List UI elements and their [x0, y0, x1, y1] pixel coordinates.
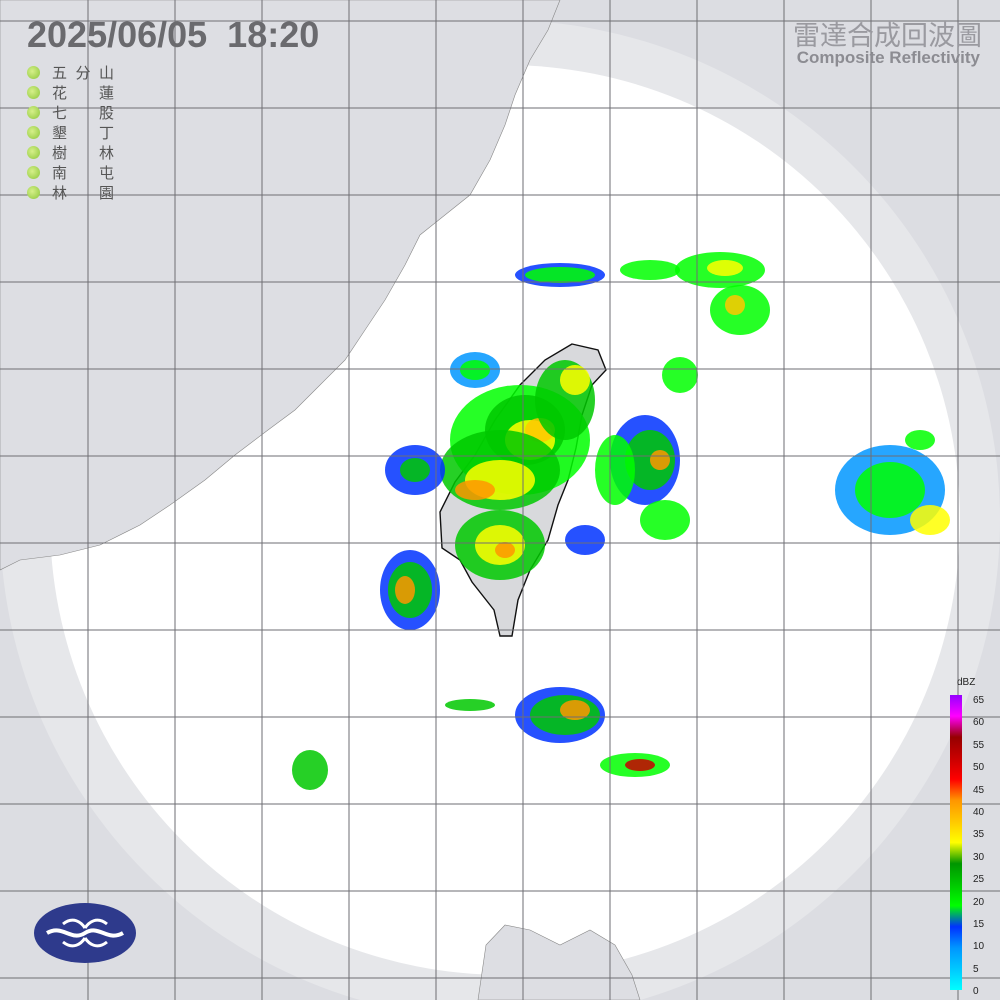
station-name: 墾丁 [52, 123, 114, 142]
echo-cell [565, 525, 605, 555]
china-coast [0, 0, 561, 571]
radar-station: 林園 [27, 182, 114, 202]
radar-station: 墾丁 [27, 122, 114, 142]
cwa-logo [34, 903, 136, 963]
luzon-coast [477, 924, 641, 1000]
colorbar-label: 45 [973, 784, 985, 796]
radar-station: 七股 [27, 102, 114, 122]
colorbar-label: 25 [973, 874, 985, 886]
colorbar-label: 0 [973, 986, 979, 998]
colorbar-label: 30 [973, 851, 985, 863]
echo-cell [292, 750, 328, 790]
timestamp: 2025/06/05 18:20 [27, 14, 320, 55]
colorbar-label: 35 [973, 829, 985, 841]
echo-cell [620, 260, 680, 280]
colorbar-label: 40 [973, 807, 985, 818]
echo-cell [725, 295, 745, 315]
echo-cell [625, 759, 655, 771]
colorbar [950, 695, 962, 990]
title-english: Composite Reflectivity [796, 48, 980, 67]
echo-cell [905, 430, 935, 450]
station-name: 林園 [52, 183, 114, 202]
radar-station-list: 五分山花蓮七股墾丁樹林南屯林園 [27, 62, 114, 202]
echo-cell [395, 576, 415, 604]
station-status-icon [27, 145, 40, 159]
radar-station: 花蓮 [27, 82, 114, 102]
colorbar-label: 20 [973, 896, 985, 908]
colorbar-label: 60 [973, 717, 985, 729]
station-name: 花蓮 [52, 83, 114, 102]
echo-cell [460, 360, 490, 380]
echo-cell [495, 542, 515, 558]
station-status-icon [27, 125, 40, 139]
echo-cell [855, 462, 925, 518]
title-chinese: 雷達合成回波圖 [793, 21, 982, 52]
colorbar-label: 10 [973, 941, 985, 953]
colorbar-label: 5 [973, 963, 979, 975]
station-status-icon [27, 165, 40, 179]
station-status-icon [27, 65, 40, 79]
echo-cell [400, 458, 430, 482]
station-name: 南屯 [52, 163, 114, 182]
station-name: 樹林 [52, 143, 114, 162]
station-status-icon [27, 85, 40, 99]
echo-cell [662, 357, 698, 393]
colorbar-label: 50 [973, 762, 985, 774]
station-status-icon [27, 105, 40, 119]
radar-station: 五分山 [27, 62, 114, 82]
echo-cell [910, 505, 950, 535]
colorbar-label: 55 [973, 739, 985, 751]
echo-cell [560, 365, 590, 395]
radar-station: 南屯 [27, 162, 114, 182]
colorbar-label: 65 [973, 695, 985, 706]
station-status-icon [27, 185, 40, 199]
colorbar-unit: dBZ [957, 677, 976, 688]
echo-cell [595, 435, 635, 505]
radar-station: 樹林 [27, 142, 114, 162]
echo-cell [525, 267, 595, 283]
station-name: 五分山 [52, 63, 114, 82]
echo-cell [445, 699, 495, 711]
echo-cell [560, 700, 590, 720]
echo-cell [455, 480, 495, 500]
echo-cell [650, 450, 670, 470]
station-name: 七股 [52, 103, 114, 122]
colorbar-label: 15 [973, 919, 985, 930]
echo-cell [707, 260, 743, 276]
echo-cell [640, 500, 690, 540]
